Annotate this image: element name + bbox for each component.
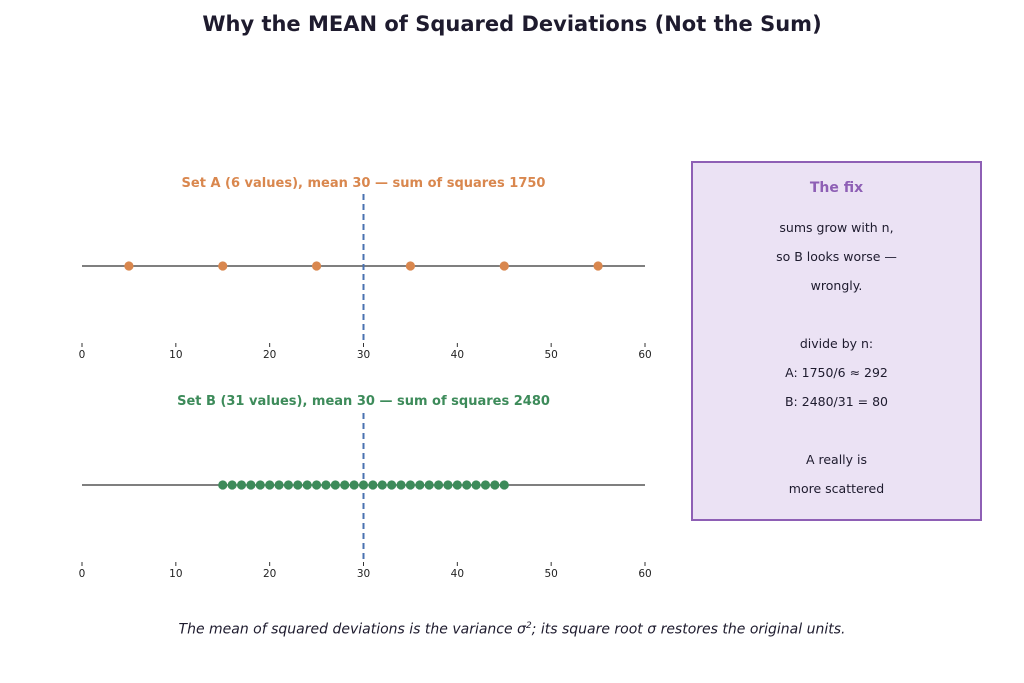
data-point [452, 480, 462, 490]
fix-line: A really is [805, 452, 868, 467]
data-point [218, 261, 228, 271]
x-tick-label: 30 [357, 568, 370, 580]
x-tick-label: 0 [79, 568, 86, 580]
x-tick-label: 50 [544, 568, 557, 580]
footer-superscript: 2 [525, 621, 532, 631]
data-point [311, 480, 322, 490]
data-point [311, 261, 322, 271]
fix-callout-box: The fix sums grow with n, so B looks wor… [691, 161, 982, 521]
fix-line: sums grow with n, [779, 220, 894, 235]
data-point [274, 480, 284, 490]
x-tick-label: 40 [451, 349, 464, 361]
fix-line: wrongly. [810, 278, 863, 293]
data-point [424, 480, 434, 490]
data-point [218, 480, 228, 490]
data-point [405, 261, 416, 271]
fix-line: so B looks worse — [776, 249, 897, 264]
data-point [387, 480, 397, 490]
data-point [471, 480, 481, 490]
data-point [340, 480, 350, 490]
data-point [255, 480, 265, 490]
x-tick-label: 0 [79, 349, 86, 361]
data-point [368, 480, 378, 490]
footer-text-after: ; its square root σ restores the origina… [531, 621, 846, 638]
data-point [302, 480, 312, 490]
fix-line: A: 1750/6 ≈ 292 [785, 365, 888, 380]
fix-callout-title: The fix [809, 180, 864, 196]
data-point [124, 261, 134, 271]
x-tick-label: 50 [544, 349, 557, 361]
x-tick-label: 10 [169, 349, 182, 361]
data-point [349, 480, 359, 490]
footer-caption: The mean of squared deviations is the va… [0, 621, 1024, 638]
data-point [358, 480, 369, 490]
data-point [377, 480, 387, 490]
data-point [480, 480, 491, 490]
panel-title: Set A (6 values), mean 30 — sum of squar… [182, 176, 546, 191]
fix-line: divide by n: [799, 336, 874, 351]
x-tick-label: 10 [169, 568, 182, 580]
x-tick-label: 20 [263, 568, 276, 580]
data-point [321, 480, 331, 490]
data-point [415, 480, 425, 490]
data-point [433, 480, 444, 490]
fix-callout-text: sums grow with n, so B looks worse — wro… [693, 213, 980, 503]
panel-title: Set B (31 values), mean 30 — sum of squa… [177, 394, 550, 409]
x-tick-label: 30 [357, 349, 370, 361]
data-point [227, 480, 237, 490]
data-point [246, 480, 256, 490]
data-point [265, 480, 275, 490]
x-tick-label: 60 [638, 568, 651, 580]
x-tick-label: 40 [451, 568, 464, 580]
data-point [236, 480, 247, 490]
x-tick-label: 20 [263, 349, 276, 361]
data-point [396, 480, 406, 490]
data-point [490, 480, 500, 490]
chart-title: Why the MEAN of Squared Deviations (Not … [202, 12, 822, 36]
data-point [462, 480, 472, 490]
x-tick-label: 60 [638, 349, 651, 361]
fix-line [693, 300, 980, 329]
footer-text-before: The mean of squared deviations is the va… [178, 621, 526, 638]
data-point [593, 261, 603, 271]
data-point [293, 480, 303, 490]
data-point [283, 480, 294, 490]
data-point [499, 261, 509, 271]
data-point [330, 480, 340, 490]
fix-line: B: 2480/31 = 80 [784, 394, 888, 409]
data-point [405, 480, 416, 490]
data-point [443, 480, 453, 490]
data-point [499, 480, 509, 490]
fix-line [693, 416, 980, 445]
fix-line: more scattered [788, 481, 885, 496]
